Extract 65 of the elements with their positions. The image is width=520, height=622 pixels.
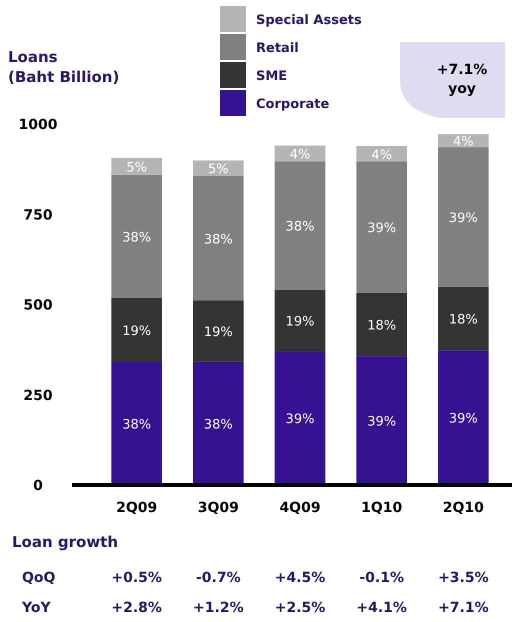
- bar: [111, 298, 162, 362]
- legend-label: SME: [256, 69, 288, 84]
- annotation: 38%: [286, 220, 314, 235]
- annotation: 39%: [286, 412, 314, 428]
- text: +7.1% yoy: [436, 62, 488, 97]
- text: +0.5%: [111, 570, 162, 586]
- annotation: 38%: [204, 232, 233, 248]
- text: +7.1%: [438, 600, 489, 616]
- y-tick-label: 1000: [18, 117, 58, 133]
- x-tick-label: 2Q10: [442, 500, 484, 516]
- annotation: 19%: [122, 324, 152, 339]
- x-tick-label: 2Q09: [116, 500, 158, 516]
- x-tick-label: 4Q09: [279, 500, 321, 516]
- annotation: 18%: [448, 312, 478, 328]
- annotation: 38%: [122, 417, 152, 432]
- annotation: 18%: [367, 318, 396, 334]
- text: +4.5%: [274, 570, 326, 586]
- legend-label: Corporate: [256, 97, 330, 112]
- y-tick-label: 0: [33, 478, 44, 494]
- bar: [438, 286, 489, 350]
- bar: [111, 362, 162, 485]
- bar: [438, 147, 489, 287]
- bar: [111, 174, 162, 298]
- text: Loan growth: [12, 533, 118, 551]
- bar: [193, 362, 244, 485]
- bar: [356, 292, 407, 356]
- annotation: 39%: [448, 210, 478, 226]
- y-tick-label: 500: [23, 298, 53, 314]
- annotation: 19%: [286, 314, 314, 330]
- annotation: 38%: [122, 230, 152, 246]
- annotation: 4%: [371, 148, 392, 163]
- annotation: 38%: [204, 417, 233, 432]
- legend-label: Special Assets: [256, 13, 362, 28]
- bar: [193, 300, 244, 362]
- bar: [193, 176, 244, 301]
- annotation: 4%: [290, 148, 310, 163]
- bar: [356, 162, 407, 293]
- annotation: 19%: [204, 325, 233, 340]
- text: -0.7%: [196, 570, 241, 586]
- y-tick-label: 750: [23, 207, 53, 224]
- bar: [438, 350, 489, 485]
- text: YoY: [21, 600, 52, 616]
- bar: [274, 146, 326, 162]
- x-tick-label: 3Q09: [198, 500, 239, 516]
- bar: [356, 356, 407, 485]
- x-tick-label: 1Q10: [361, 500, 402, 516]
- text: +1.2%: [193, 600, 244, 616]
- annotation: 39%: [448, 412, 478, 427]
- text: +2.8%: [111, 600, 162, 616]
- bar: [274, 351, 326, 485]
- annotation: 5%: [208, 162, 229, 178]
- annotation: 5%: [126, 160, 147, 176]
- y-tick-label: 250: [23, 388, 53, 404]
- legend-label: Retail: [256, 41, 299, 56]
- text: +4.1%: [356, 600, 407, 616]
- y-axis-title: Loans (Baht Billion): [8, 48, 120, 86]
- text: +3.5%: [438, 570, 489, 586]
- text: QoQ: [22, 570, 56, 586]
- bar: [274, 290, 326, 352]
- bar: [274, 162, 326, 290]
- text: +2.5%: [274, 600, 326, 616]
- annotation: 39%: [367, 221, 396, 236]
- annotation: 39%: [367, 414, 396, 430]
- annotation: 4%: [453, 134, 474, 150]
- text: -0.1%: [359, 570, 404, 586]
